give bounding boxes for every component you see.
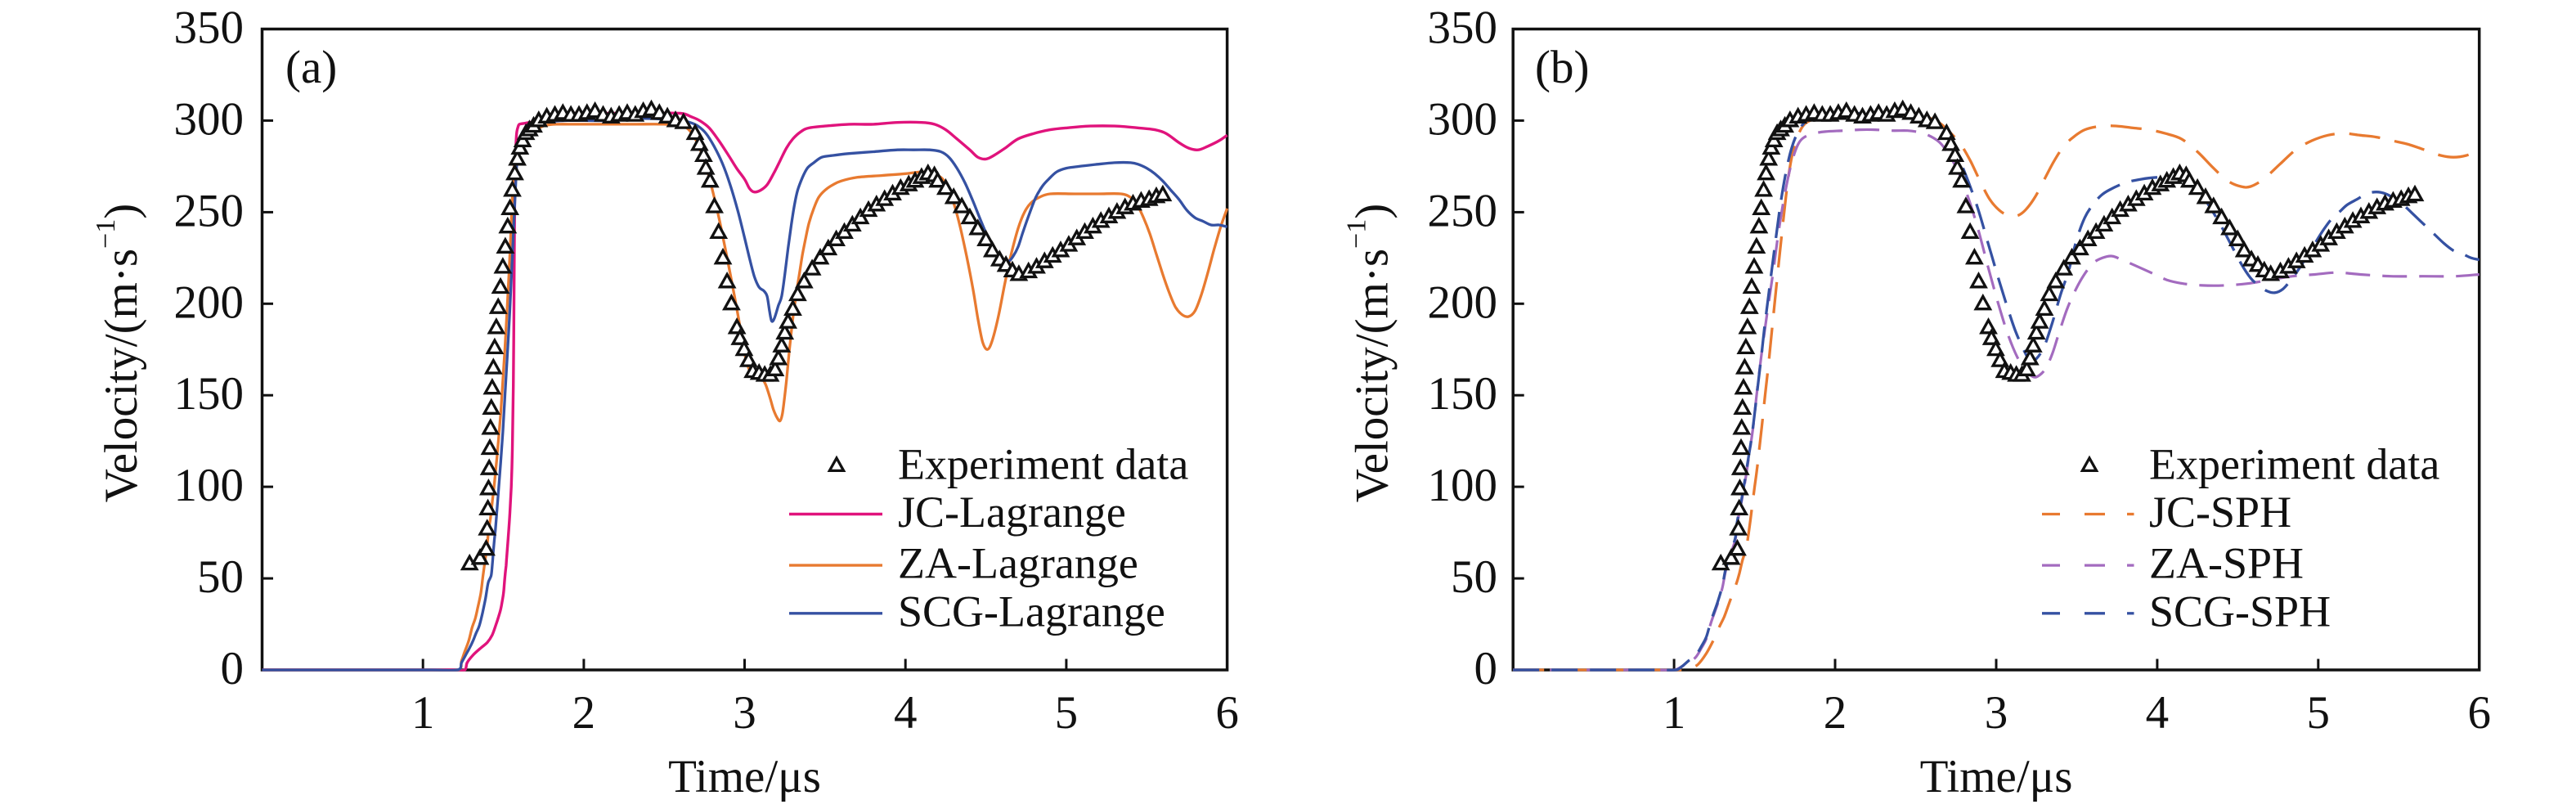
svg-text:350: 350 <box>174 2 245 54</box>
svg-text:5: 5 <box>1055 687 1079 739</box>
svg-text:250: 250 <box>174 185 245 236</box>
svg-text:Experiment data: Experiment data <box>898 440 1188 489</box>
svg-text:100: 100 <box>174 460 245 511</box>
svg-text:Velocity/(m·s−1): Velocity/(m·s−1) <box>1342 204 1398 502</box>
svg-text:6: 6 <box>2467 687 2491 739</box>
svg-text:Experiment data: Experiment data <box>2149 440 2439 489</box>
svg-text:300: 300 <box>174 93 245 145</box>
svg-text:50: 50 <box>197 551 244 603</box>
svg-text:0: 0 <box>1474 643 1498 694</box>
svg-text:SCG-SPH: SCG-SPH <box>2149 587 2331 636</box>
svg-text:5: 5 <box>2307 687 2331 739</box>
svg-text:1: 1 <box>411 687 435 739</box>
svg-text:SCG-Lagrange: SCG-Lagrange <box>898 587 1165 636</box>
svg-text:6: 6 <box>1215 687 1239 739</box>
svg-text:2: 2 <box>1824 687 1847 739</box>
svg-text:JC-Lagrange: JC-Lagrange <box>898 488 1126 537</box>
svg-text:ZA-Lagrange: ZA-Lagrange <box>898 539 1138 588</box>
svg-text:(b): (b) <box>1535 42 1589 93</box>
svg-text:3: 3 <box>733 687 756 739</box>
svg-text:150: 150 <box>1428 368 1498 420</box>
svg-text:250: 250 <box>1428 185 1498 236</box>
svg-text:100: 100 <box>1428 460 1498 511</box>
svg-text:1: 1 <box>1663 687 1686 739</box>
svg-text:0: 0 <box>221 643 245 694</box>
svg-text:300: 300 <box>1428 93 1498 145</box>
svg-text:350: 350 <box>1428 2 1498 54</box>
svg-text:4: 4 <box>2146 687 2170 739</box>
svg-text:Velocity/(m·s−1): Velocity/(m·s−1) <box>91 204 147 502</box>
svg-text:50: 50 <box>1451 551 1497 603</box>
svg-text:3: 3 <box>1985 687 2008 739</box>
svg-text:4: 4 <box>894 687 918 739</box>
svg-text:150: 150 <box>174 368 245 420</box>
svg-text:200: 200 <box>174 276 245 328</box>
svg-text:JC-SPH: JC-SPH <box>2149 488 2291 537</box>
svg-text:200: 200 <box>1428 276 1498 328</box>
svg-text:Time/μs: Time/μs <box>668 751 821 802</box>
svg-text:Time/μs: Time/μs <box>1920 751 2073 802</box>
svg-text:ZA-SPH: ZA-SPH <box>2149 539 2304 588</box>
svg-text:(a): (a) <box>285 42 337 93</box>
svg-text:2: 2 <box>572 687 596 739</box>
